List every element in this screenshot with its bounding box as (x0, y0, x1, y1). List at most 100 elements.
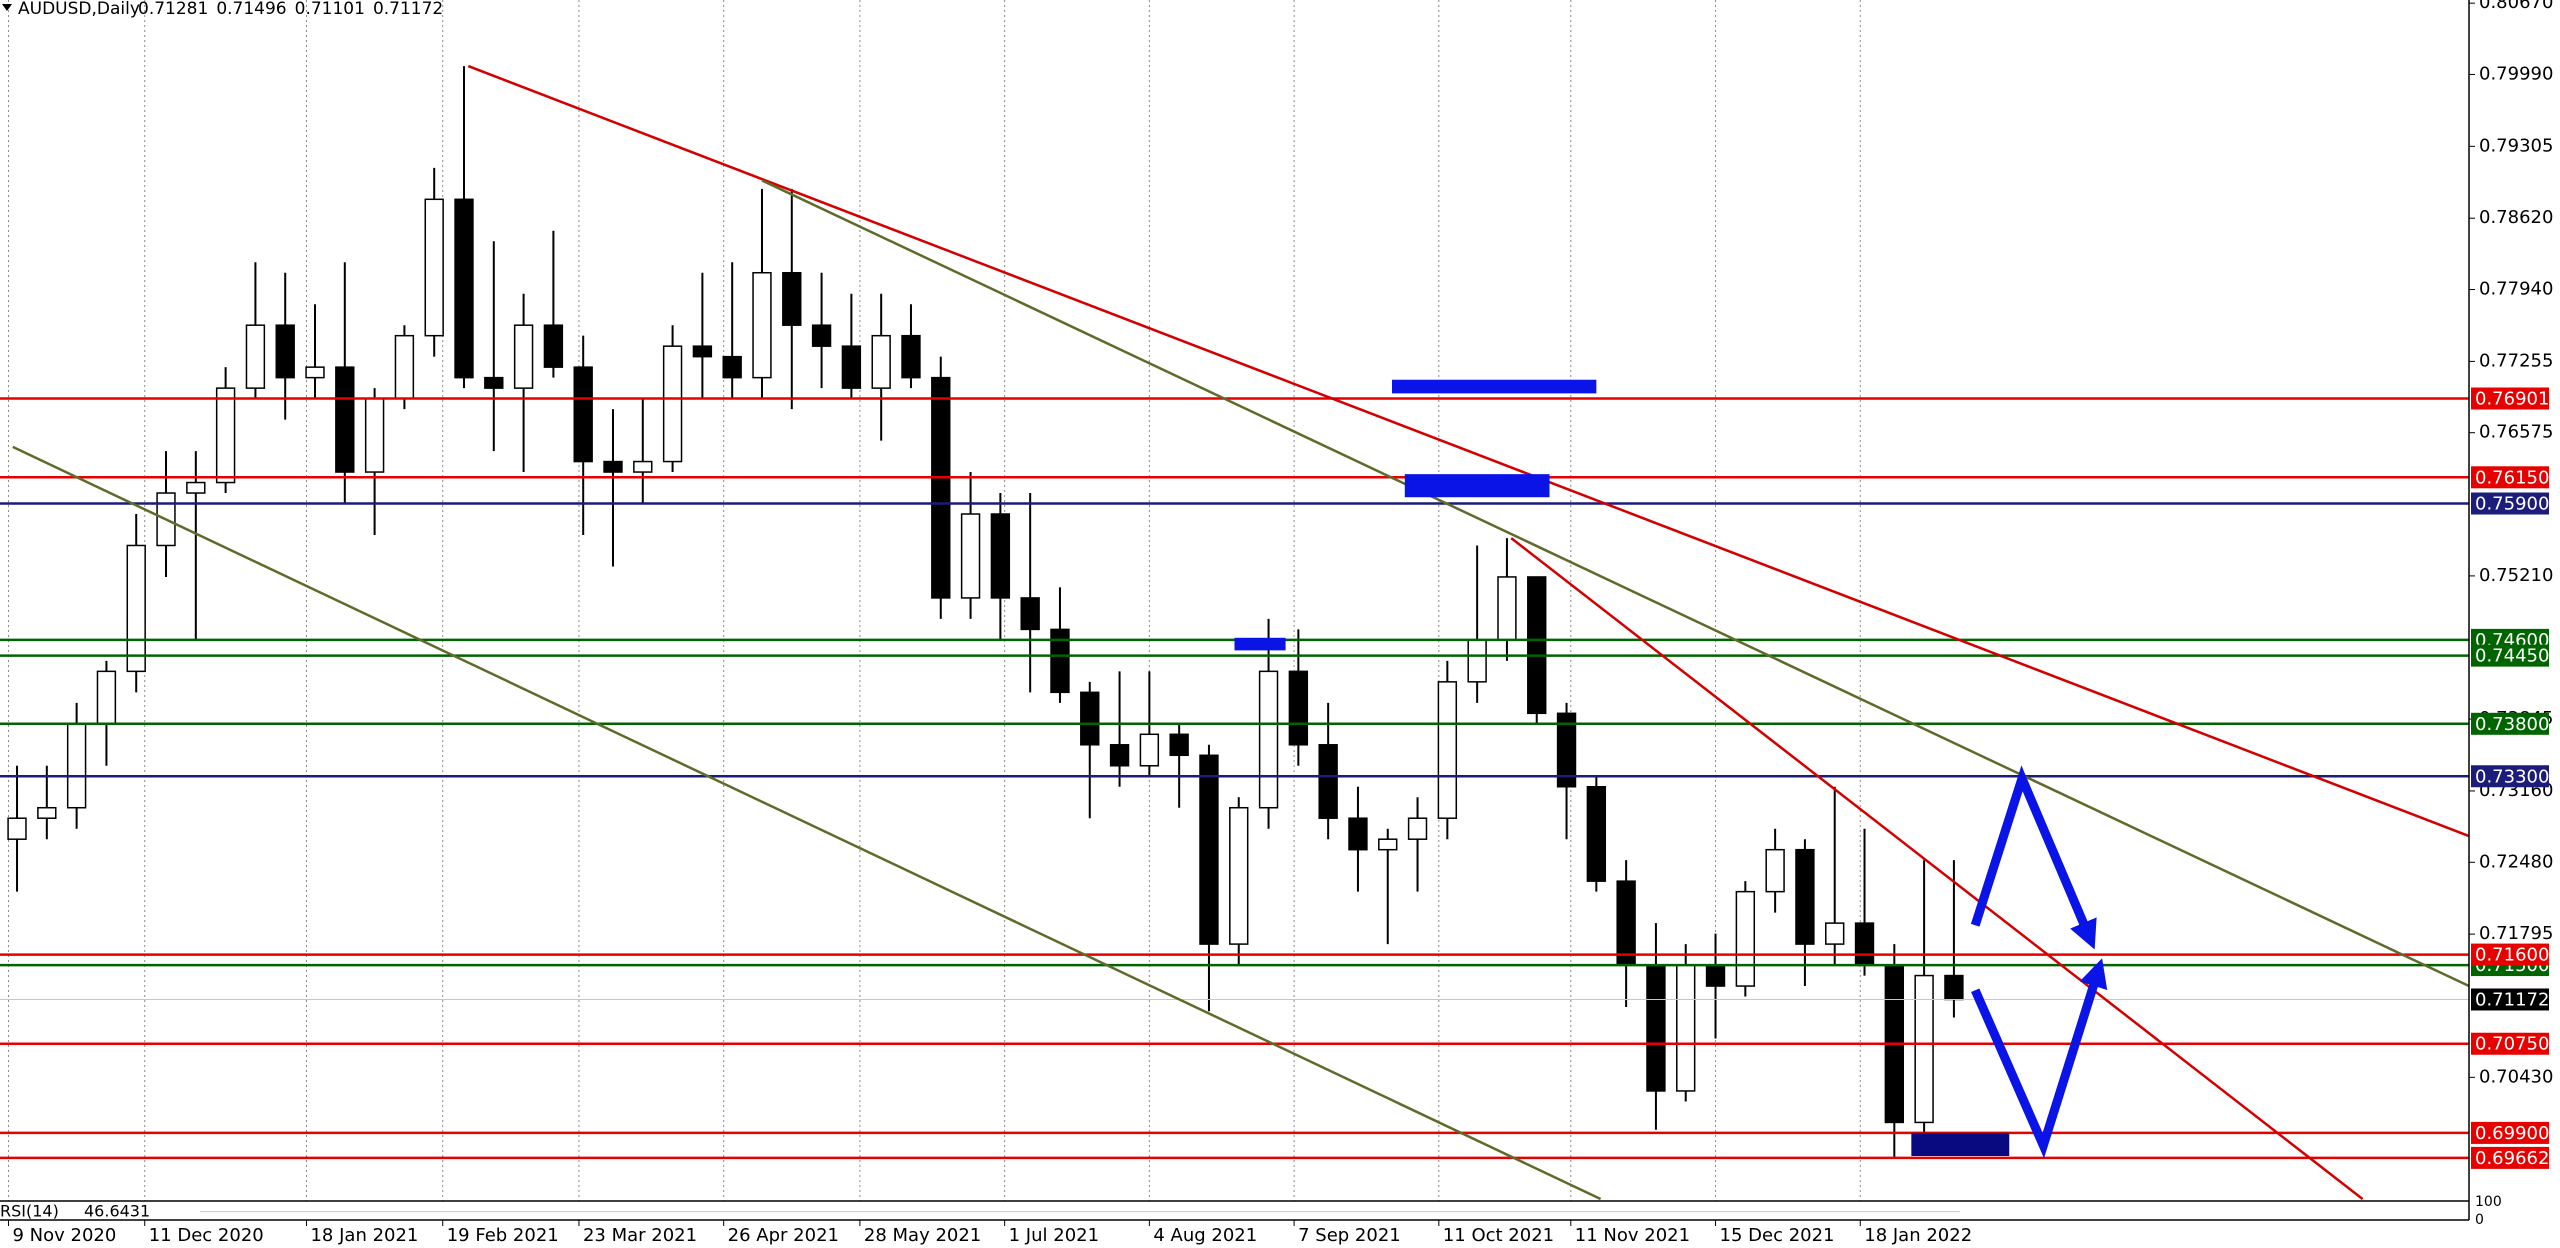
x-tick-label: 1 Jul 2021 (1009, 1225, 1099, 1246)
candle-body (1318, 744, 1338, 819)
candle-body (1199, 754, 1219, 945)
candle-body (96, 670, 117, 725)
candle-body (394, 334, 415, 400)
candle-body (37, 806, 57, 819)
level-label-box (2471, 988, 2549, 1011)
candle-body (364, 397, 385, 473)
candle-body (1795, 848, 1815, 945)
candle-body (513, 324, 534, 389)
level-label-box (2471, 644, 2549, 667)
candle-body (543, 324, 564, 368)
trendline (1510, 537, 2364, 1200)
level-label-box (2471, 492, 2549, 515)
candle-body (126, 544, 146, 673)
ohlc-value: 0.71172 (373, 0, 443, 19)
x-tick-label: 19 Feb 2021 (447, 1225, 559, 1246)
candle-body (1258, 670, 1279, 809)
y-tick-label: 0.80670 (2479, 0, 2553, 13)
y-tick-label: 0.77940 (2479, 279, 2553, 300)
y-tick-label: 0.70430 (2479, 1066, 2553, 1087)
x-tick-label: 7 Sep 2021 (1298, 1225, 1401, 1246)
indicator-axis-label: 100 (2475, 1194, 2502, 1210)
ohlc-values: 0.71281 0.71496 0.71101 0.71172 (138, 0, 443, 19)
y-tick-label: 0.78620 (2479, 207, 2553, 228)
candle-body (841, 345, 862, 389)
x-tick-label: 11 Oct 2021 (1443, 1225, 1554, 1246)
candle-body (662, 345, 683, 463)
candle-body (990, 513, 1011, 599)
level-label: 0.75900 (2475, 494, 2549, 515)
x-tick-label: 9 Nov 2020 (13, 1225, 117, 1246)
candle-body (186, 481, 206, 494)
candle-body (454, 198, 474, 379)
candle-body (722, 355, 742, 379)
level-label-box (2471, 1032, 2549, 1055)
x-tick-label: 26 Apr 2021 (728, 1225, 839, 1246)
candle-body (1109, 744, 1130, 767)
x-tick-label: 18 Jan 2021 (310, 1225, 418, 1246)
drawings (12, 64, 2470, 1201)
level-label-box (2471, 712, 2549, 735)
level-label: 0.73300 (2475, 766, 2549, 787)
candle-body (1139, 733, 1160, 767)
chart-title: AUDUSD,Daily (18, 0, 140, 19)
candle-body (782, 271, 802, 326)
y-tick-label: 0.75210 (2479, 565, 2553, 586)
candle-body (1944, 974, 1964, 1001)
candle-body (1467, 639, 1487, 683)
candle-body (215, 387, 236, 484)
ohlc-value: 0.71101 (295, 0, 365, 19)
x-tick-label: 11 Nov 2021 (1575, 1225, 1690, 1246)
trendline (761, 179, 2470, 988)
level-label: 0.71600 (2475, 945, 2549, 966)
indicator-name: RSI(14) (0, 1202, 59, 1221)
ohlc-value: 0.71496 (216, 0, 286, 19)
indicator-axis-label: 0 (2475, 1212, 2484, 1228)
level-label: 0.71172 (2475, 989, 2549, 1010)
candle-body (871, 334, 891, 389)
x-tick-label: 23 Mar 2021 (583, 1225, 697, 1246)
candle-body (692, 345, 713, 358)
trendline (467, 64, 2470, 838)
candle-body (752, 271, 772, 379)
candle-body (931, 376, 951, 599)
candle-body (484, 376, 504, 389)
candle-body (1080, 691, 1100, 746)
header: AUDUSD,Daily 0.71281 0.71496 0.71101 0.7117… (2, 0, 443, 19)
x-tick-label: 11 Dec 2020 (149, 1225, 264, 1246)
level-label: 0.74450 (2475, 646, 2549, 667)
level-label-box (2471, 1121, 2549, 1144)
candle-body (960, 513, 981, 599)
candle-body (1735, 890, 1756, 987)
level-label-box (2471, 387, 2549, 410)
candle-body (603, 460, 623, 473)
candle-body (1765, 848, 1785, 893)
candle-body (66, 723, 87, 809)
candle-body (1854, 922, 1875, 966)
menu-icon (2, 4, 12, 11)
candle-body (305, 366, 325, 379)
candle-body (1586, 785, 1607, 882)
candle-body (1020, 597, 1040, 631)
level-label: 0.76150 (2475, 467, 2549, 488)
x-tick-label: 18 Jan 2022 (1864, 1225, 1972, 1246)
candle-body (1407, 817, 1428, 840)
y-tick-label: 0.76575 (2479, 422, 2553, 443)
level-label-box (2471, 466, 2549, 489)
arrow (1971, 958, 2108, 1159)
candle-body (1497, 576, 1517, 641)
candle-body (573, 366, 593, 463)
candle-body (1646, 964, 1666, 1092)
candle-body (1169, 733, 1189, 757)
zone (1911, 1132, 2010, 1156)
candle-body (633, 460, 653, 473)
level-label: 0.69662 (2475, 1148, 2549, 1169)
candle-body (811, 324, 832, 347)
candle-body (1676, 964, 1696, 1092)
candle-body (1825, 922, 1845, 945)
level-label: 0.73800 (2475, 714, 2549, 735)
candle-body (1288, 670, 1309, 746)
candle-body (1348, 817, 1368, 851)
